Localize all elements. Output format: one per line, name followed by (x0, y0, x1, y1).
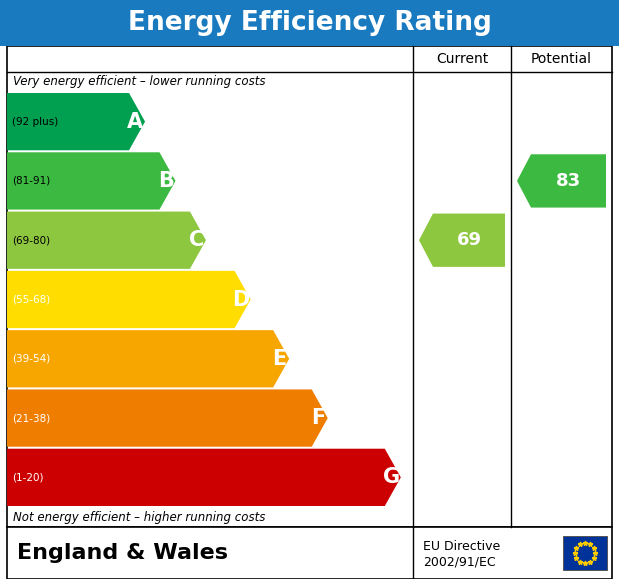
Text: Potential: Potential (531, 52, 592, 66)
Text: (92 plus): (92 plus) (12, 116, 58, 127)
Bar (0, 0, 619, 46)
Bar (7, 527, 612, 579)
Text: 2002/91/EC: 2002/91/EC (423, 556, 496, 569)
Polygon shape (7, 271, 251, 328)
Text: (21-38): (21-38) (12, 413, 50, 423)
Polygon shape (7, 449, 401, 506)
Text: (55-68): (55-68) (12, 295, 50, 305)
Text: (39-54): (39-54) (12, 354, 50, 364)
Text: D: D (232, 290, 249, 310)
Text: England & Wales: England & Wales (17, 543, 228, 563)
Text: A: A (128, 112, 144, 131)
Text: E: E (272, 349, 287, 369)
Text: 69: 69 (456, 231, 482, 249)
Bar (563, 536, 607, 570)
Text: Energy Efficiency Rating: Energy Efficiency Rating (128, 10, 491, 36)
Polygon shape (517, 154, 606, 207)
Text: F: F (311, 408, 325, 428)
Text: (1-20): (1-20) (12, 472, 43, 482)
Text: G: G (383, 467, 400, 488)
Bar (7, 46, 612, 527)
Text: EU Directive: EU Directive (423, 540, 500, 554)
Text: (69-80): (69-80) (12, 235, 50, 245)
Text: 83: 83 (556, 172, 581, 190)
Polygon shape (7, 390, 327, 447)
Text: (81-91): (81-91) (12, 176, 50, 186)
Text: Current: Current (436, 52, 488, 66)
Text: B: B (158, 171, 174, 191)
Polygon shape (7, 93, 145, 151)
Text: C: C (189, 230, 204, 250)
Text: Very energy efficient – lower running costs: Very energy efficient – lower running co… (13, 75, 266, 89)
Polygon shape (419, 214, 505, 267)
Text: Not energy efficient – higher running costs: Not energy efficient – higher running co… (13, 511, 266, 523)
Polygon shape (7, 152, 176, 210)
Polygon shape (7, 211, 206, 269)
Polygon shape (7, 330, 289, 387)
